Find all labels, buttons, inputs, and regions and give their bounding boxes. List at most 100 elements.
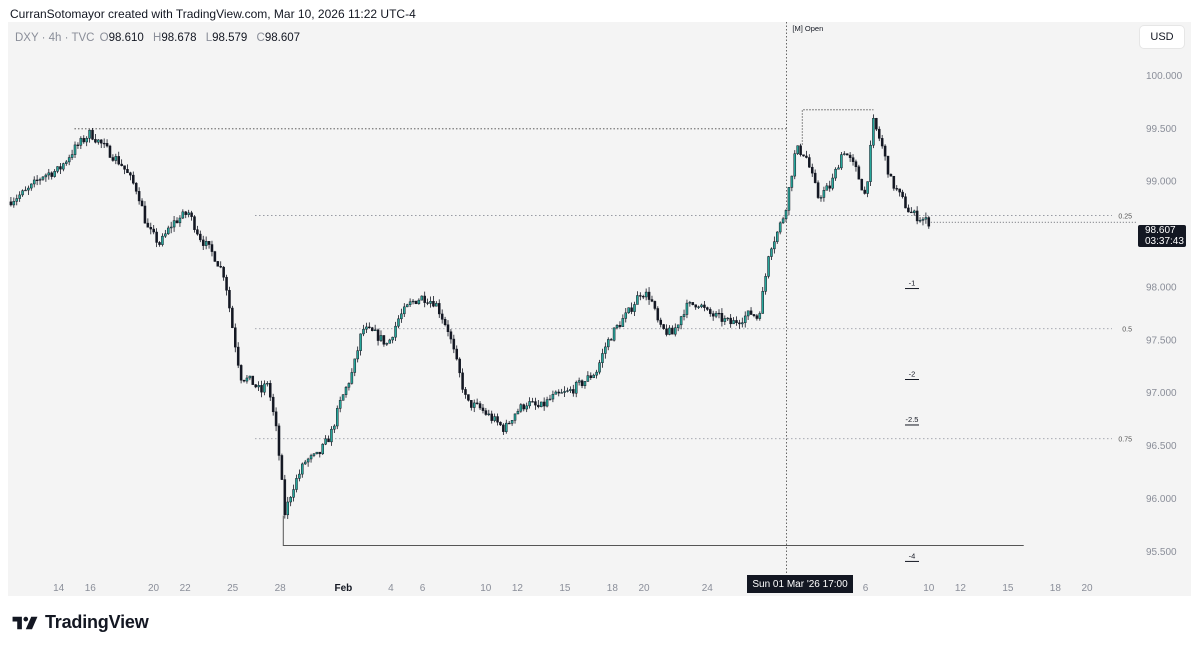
candle-body [204,241,208,246]
candle-body [44,174,48,178]
candle-body [551,394,555,400]
candle-body [239,365,243,381]
candle-body [99,139,103,144]
candle-body [132,174,135,184]
legend-high-value: 98.678 [161,32,197,44]
candle-body [682,314,686,317]
candle-body [373,329,377,332]
candle-body [927,217,931,227]
candle-body [860,178,864,191]
candle-body [274,411,278,427]
candle-body [621,318,625,327]
candle-body [633,304,636,312]
candle-body [639,295,642,297]
candle-body [717,312,721,315]
candle-body [624,312,628,319]
candle-body [114,156,118,161]
candle-body [647,291,651,300]
price-tick-label: 97.000 [1146,388,1177,399]
candle-body [499,421,502,426]
candle-body [97,139,100,143]
candle-body [126,169,129,174]
candle-body [668,327,671,335]
candle-body [437,303,441,315]
candle-body [889,174,893,177]
legend-close-value: 98.607 [264,32,301,44]
annotations: [M] Open -1 -2 -2.5 -4 [792,24,1136,562]
candle-body [263,383,266,393]
candle-body [720,312,724,322]
candle-body [210,244,214,252]
candle-body [201,239,205,246]
candle-body [609,339,613,341]
currency-button[interactable]: USD [1140,26,1184,48]
candle-body [12,201,16,206]
candle-body [810,166,814,174]
candle-body [796,145,799,154]
candle-body [446,324,450,332]
level-label: 0.75 [1118,437,1132,444]
time-tick-label: 10 [480,583,492,594]
candle-body [743,315,747,323]
candle-body [356,350,359,360]
candle-body [324,438,327,445]
candle-body [24,189,27,192]
symbol-legend[interactable]: DXY · 4h · TVC O98.610 H98.678 L98.579 C… [15,32,304,44]
candle-body [478,403,482,409]
candle-body [493,416,496,421]
candle-body [726,317,730,320]
swing-low-line [282,515,1024,547]
candle-body [359,333,362,351]
candle-body [47,172,51,176]
candle-body [732,320,735,325]
candle-body [318,451,322,455]
candle-body [143,205,147,224]
candle-body [268,383,272,398]
candle-body [560,392,563,394]
candle-body [685,302,689,315]
candle-body [770,248,773,257]
candle-body [723,318,727,322]
candle-body [169,226,173,229]
candle-body [822,190,826,198]
candle-body [843,153,846,155]
candle-body [283,479,287,516]
candle-body [382,335,386,345]
price-axis[interactable]: 100.00099.50099.00098.50098.00097.50097.… [1146,71,1183,558]
brand-footer[interactable]: TradingView [11,612,149,633]
candle-body [475,402,479,404]
candle-body [455,348,459,360]
candle-body [831,177,834,189]
candle-body [330,428,333,443]
candle-body [376,329,380,341]
candle-body [819,197,823,199]
candle-body [615,325,619,329]
candle-body [586,375,590,382]
candle-body [752,314,756,316]
candle-body [776,231,779,242]
time-tick-label: 4 [388,583,394,594]
candle-body [484,410,488,415]
legend-open-key: O [99,32,109,44]
candle-body [391,336,394,341]
candle-body [405,304,409,308]
candle-body [691,302,695,305]
candle-body [134,182,138,192]
candles [9,114,931,519]
candle-body [315,451,319,455]
candle-body [898,188,901,193]
candle-body [569,389,572,391]
candle-body [88,129,91,139]
candle-body [341,394,345,401]
candle-body [228,290,231,309]
candle-body [196,229,199,235]
time-axis[interactable]: 141620222528Feb4610121518202446101215182… [53,583,1093,594]
candle-body [539,401,543,408]
candle-body [738,322,741,325]
candle-body [714,312,718,317]
chart-panel[interactable] [8,22,1191,596]
candle-body [327,438,330,443]
candle-body [470,400,473,408]
candle-body [892,175,896,189]
